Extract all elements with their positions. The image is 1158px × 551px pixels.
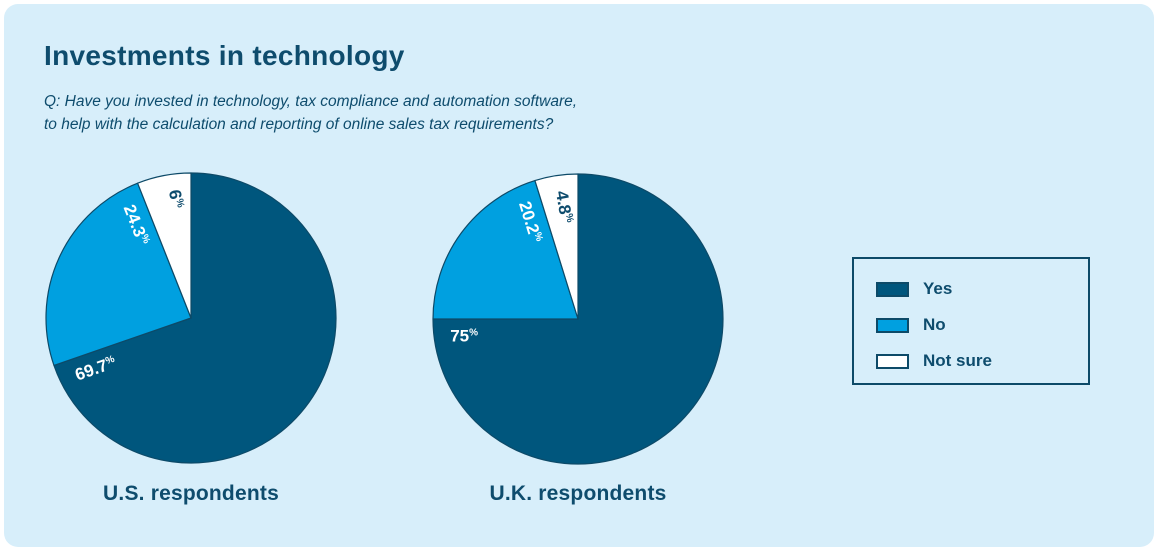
pie-chart-us: 69.7% 24.3% 6% <box>41 168 341 468</box>
legend-swatch-no <box>876 317 909 333</box>
question-subtitle-line1: Q: Have you invested in technology, tax … <box>44 93 578 110</box>
pie-svg: 69.7%24.3%6% <box>45 172 337 464</box>
pie-svg: 75%20.2%4.8% <box>432 173 724 465</box>
pie-slice-no <box>432 179 579 320</box>
legend-swatch-not-sure <box>876 353 909 369</box>
pie-slice-not-sure <box>534 173 579 320</box>
report-card: Investments in technology Q: Have you in… <box>4 4 1154 547</box>
pie-slice-no <box>45 182 192 366</box>
pie-slice-label-not-sure: 6% <box>165 188 187 209</box>
legend-item-yes: Yes <box>876 271 1088 307</box>
pie-chart-uk: 75% 20.2% 4.8% <box>428 169 728 469</box>
legend-item-no: No <box>876 307 1088 343</box>
legend-label-not-sure: Not sure <box>923 351 992 370</box>
legend-item-not-sure: Not sure <box>876 343 1088 379</box>
question-subtitle: Q: Have you invested in technology, tax … <box>44 90 577 137</box>
legend: Yes No Not sure <box>852 257 1090 385</box>
legend-label-no: No <box>923 315 946 334</box>
pie-caption-us: U.S. respondents <box>103 482 279 505</box>
page-title: Investments in technology <box>44 40 405 71</box>
legend-swatch-yes <box>876 281 909 297</box>
pie-slice-not-sure <box>137 172 192 319</box>
question-subtitle-line2: to help with the calculation and reporti… <box>44 116 554 134</box>
pie-caption-uk: U.K. respondents <box>489 482 667 505</box>
pie-slice-label-yes: 75% <box>450 326 478 345</box>
pie-slice-yes <box>53 172 337 464</box>
pie-slice-label-not-sure: 4.8% <box>552 189 576 224</box>
legend-label-yes: Yes <box>923 279 953 298</box>
